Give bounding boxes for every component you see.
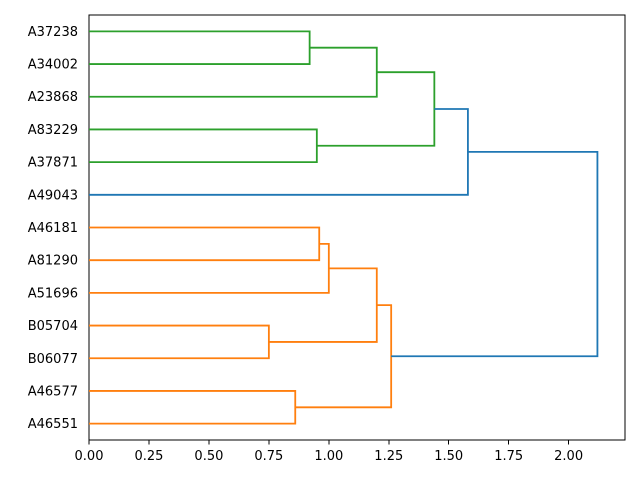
- leaf-label: A46551: [28, 417, 78, 432]
- leaf-label: A46181: [28, 221, 78, 236]
- x-axis-tick-label: 1.00: [314, 449, 343, 464]
- x-axis-tick-label: 0.00: [75, 449, 104, 464]
- leaf-label: A37238: [28, 25, 78, 40]
- x-axis-tick-label: 2.00: [554, 449, 583, 464]
- x-axis-tick-label: 1.50: [434, 449, 463, 464]
- leaf-label: A23868: [28, 90, 78, 105]
- x-axis-tick-label: 0.75: [254, 449, 283, 464]
- x-axis-tick-label: 1.75: [494, 449, 523, 464]
- dendrogram-link: [391, 150, 599, 358]
- x-axis-tick-label: 0.50: [194, 449, 223, 464]
- leaf-label: A81290: [28, 254, 78, 269]
- leaf-label: A34002: [28, 58, 78, 73]
- leaf-label: A46577: [28, 384, 78, 399]
- leaf-label: A51696: [28, 286, 78, 301]
- leaf-label: B05704: [28, 319, 78, 334]
- x-axis-tick-label: 1.25: [374, 449, 403, 464]
- leaf-label: A83229: [28, 123, 78, 138]
- leaf-label: A37871: [28, 156, 78, 171]
- x-axis-tick-label: 0.25: [134, 449, 163, 464]
- leaf-label: A49043: [28, 188, 78, 203]
- leaf-label: B06077: [28, 352, 78, 367]
